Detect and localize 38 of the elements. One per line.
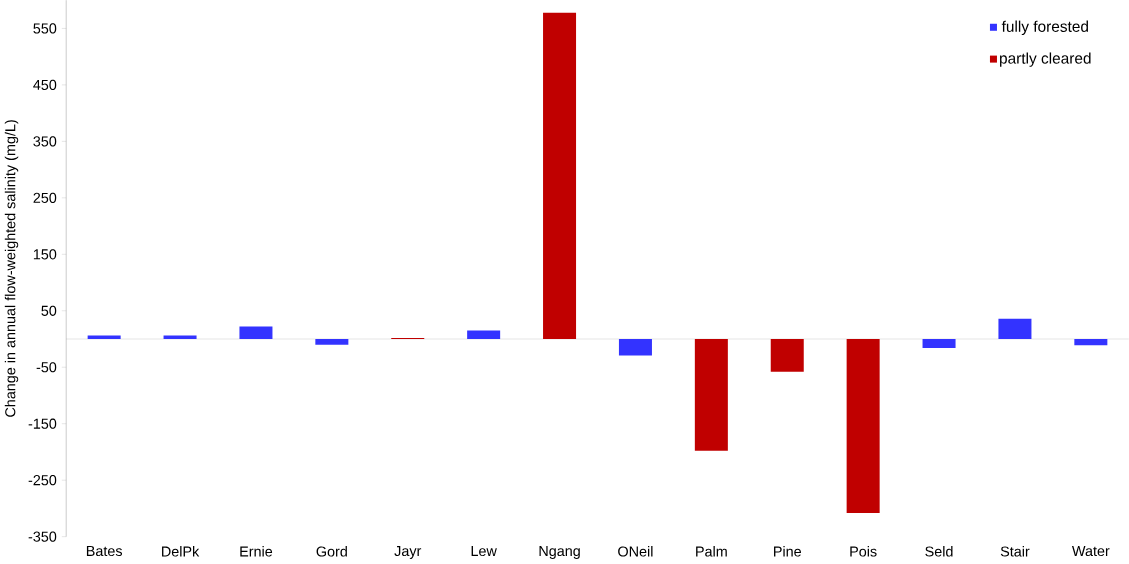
y-tick-label: -350 [28,531,57,542]
y-tick-label: -50 [36,362,57,373]
x-tick-label: DelPk [162,546,200,557]
y-tick-label: -250 [28,475,57,486]
legend-label: partly cleared [1000,52,1091,67]
x-tick-label: ONeil [618,546,653,557]
y-tick-label: 450 [33,79,57,91]
bar [770,339,804,372]
y-tick-label: 250 [33,192,57,204]
y-tick-label: 50 [41,305,57,317]
y-tick-label: 150 [33,249,57,260]
x-tick-label: Palm [696,546,727,557]
x-tick-label: Pois [850,546,877,557]
x-tick-label: Seld [925,546,953,557]
bar [846,339,880,514]
x-tick-label: Lew [471,546,497,557]
y-tick-label: -150 [28,418,57,429]
bar [315,339,349,345]
y-tick-label: 350 [33,136,57,147]
x-tick-label: Stair [1000,546,1030,557]
y-axis-title: Change in annual flow-weighted salinity (mg/L) [4,120,19,418]
bar [1074,339,1108,346]
x-tick-label: Ngang [539,546,580,560]
bar [239,326,273,340]
x-tick-label: Bates [86,546,123,557]
bar [543,12,577,340]
bar [922,339,956,349]
x-tick-label: Ernie [240,546,273,557]
bar [618,339,652,356]
bar [694,339,728,451]
y-tick-label: 550 [33,23,57,34]
bar [998,318,1032,340]
x-tick-label: Water [1071,546,1110,557]
x-tick-label: Gord [316,546,347,557]
legend-label: fully forested [1001,20,1088,36]
bar [467,330,501,340]
x-tick-label: Jayr [394,546,422,560]
x-tick-label: Pine [774,546,802,557]
